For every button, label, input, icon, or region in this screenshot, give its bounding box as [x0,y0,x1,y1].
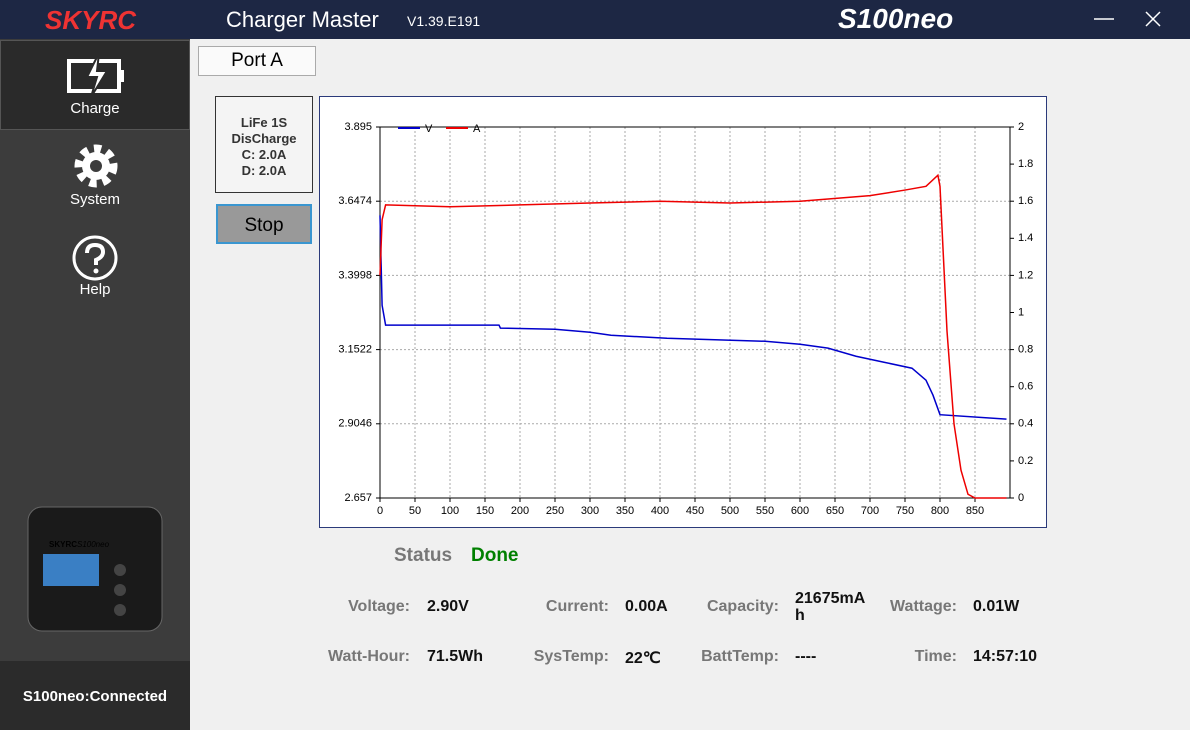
program-line: DisCharge [231,131,297,146]
y-tick-label: 3.1522 [338,344,372,356]
x-tick-label: 100 [441,505,459,517]
readout-label: Watt-Hour: [327,648,410,665]
status-label: Status [394,545,453,566]
y2-tick-label: 0.8 [1018,344,1033,356]
x-tick-label: 600 [791,505,809,517]
series-line [379,173,1007,499]
x-tick-label: 450 [686,505,704,517]
device-image: SKYRC S100neo [27,506,163,632]
app-title: Charger Master [226,7,379,32]
status-value: Done [471,545,519,566]
window-controls [1094,11,1161,27]
x-tick-label: 700 [861,505,879,517]
readout-label: Current: [545,598,609,615]
y2-tick-label: 0.6 [1018,381,1033,393]
version: V1.39.E191 [407,13,481,29]
readout-label: Time: [914,648,957,665]
x-tick-label: 400 [651,505,669,517]
plot-frame [379,126,1011,499]
brand: SKYRC [45,5,137,35]
program-line: LiFe 1S [240,115,288,130]
readout-value: 0.01W [973,598,1020,615]
x-tick-label: 200 [511,505,529,517]
y-tick-label: 3.6474 [338,195,372,207]
port-tab[interactable]: Port A [198,46,316,76]
readout-value: 0.00A [625,598,668,615]
y2-tick-label: 1.6 [1018,195,1033,207]
model: S100neo [838,3,954,34]
readout-value: 2.90V [427,598,469,615]
nav-help[interactable]: Help [79,281,111,298]
device-model: S100neo [77,540,110,549]
y2-tick-label: 1.2 [1018,269,1033,281]
readout-value: ---- [795,648,817,665]
x-tick-label: 300 [581,505,599,517]
y-tick-label: 3.895 [344,121,372,133]
x-tick-label: 500 [721,505,739,517]
title-bar: SKYRC Charger Master V1.39.E191 S100neo [0,0,1190,39]
help-icon [72,235,118,281]
y2-tick-label: 1 [1018,306,1024,318]
readout-value: 21675mAh [795,590,866,624]
x-tick-label: 350 [616,505,634,517]
y2-tick-label: 1.8 [1018,158,1033,170]
y2-tick-label: 0 [1018,492,1024,504]
y2-tick-label: 0.2 [1018,455,1033,467]
x-tick-label: 550 [756,505,774,517]
readout-label: Voltage: [348,598,410,615]
readout-label: Capacity: [706,598,779,615]
x-tick-label: 150 [476,505,494,517]
y2-tick-label: 2 [1018,121,1024,133]
series-line [379,215,1007,420]
x-tick-label: 0 [377,505,383,517]
x-tick-label: 800 [931,505,949,517]
x-tick-label: 850 [966,505,984,517]
nav-system[interactable]: System [69,191,120,208]
connection-status: S100neo:Connected [22,688,168,705]
y-tick-label: 2.9046 [338,418,372,430]
program-box: LiFe 1S DisCharge C: 2.0A D: 2.0A [215,96,313,193]
y-tick-label: 2.657 [344,492,372,504]
system-icon [74,144,118,188]
readout-value: 22℃ [625,650,661,667]
readout-label: Wattage: [890,598,957,615]
readout-label: SysTemp: [533,648,609,665]
x-tick-label: 50 [409,505,421,517]
x-tick-label: 750 [896,505,914,517]
y2-tick-label: 1.4 [1018,232,1033,244]
y2-tick-label: 0.4 [1018,418,1033,430]
charge-icon [67,52,124,98]
x-tick-label: 250 [546,505,564,517]
readout-value: 71.5Wh [427,648,484,665]
legend-label: A [473,123,481,135]
readout-value: 14:57:10 [973,648,1038,665]
program-line: C: 2.0A [241,147,287,162]
sidebar: Charge System Help SKYRC S100neo S100neo… [0,39,190,730]
device-brand: SKYRC [49,540,77,549]
x-tick-label: 650 [826,505,844,517]
readout-label: BattTemp: [701,648,779,665]
stop-button[interactable]: Stop [216,204,312,244]
legend-label: V [425,123,433,135]
close[interactable] [1145,11,1161,27]
chart: 2.657 2.9046 3.1522 3.3998 3.6474 3.895 0 0.2 0.… [319,96,1047,528]
nav-charge[interactable]: Charge [70,100,120,117]
y-tick-label: 3.3998 [338,269,372,281]
program-line: D: 2.0A [241,163,287,178]
